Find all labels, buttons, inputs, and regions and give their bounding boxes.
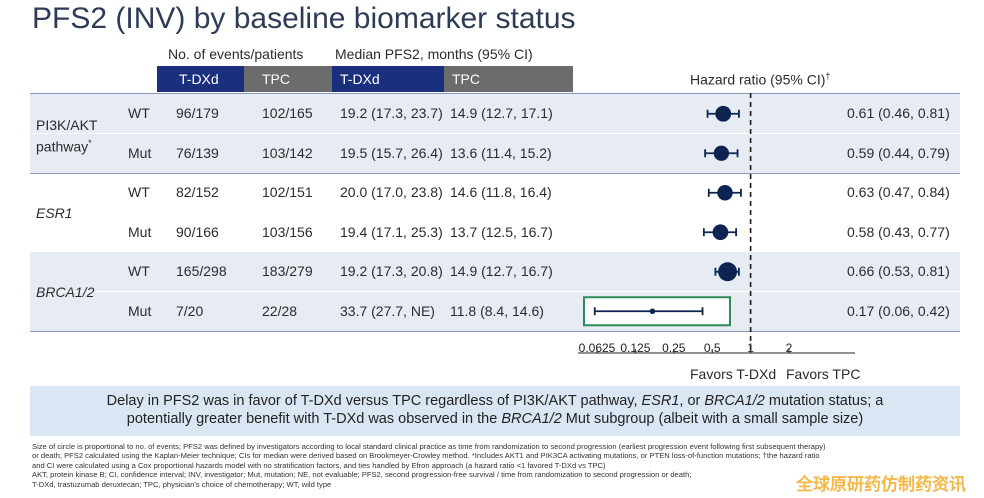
- hr-point: [713, 145, 730, 161]
- events-tpc: 103/142: [262, 144, 313, 161]
- events-arm1-header: T-DXd: [157, 66, 244, 92]
- median-tpc: 13.7 (12.5, 16.7): [450, 223, 553, 240]
- favors-right-label: Favors TPC: [786, 366, 861, 382]
- x-tick-label: 0.125: [620, 341, 650, 355]
- table-top-rule: [30, 93, 960, 94]
- events-tpc: 183/279: [262, 263, 313, 279]
- group-label-pi3k: PI3K/AKT pathway*: [36, 117, 98, 155]
- row-subgroup: WT: [128, 263, 150, 279]
- watermark: 全球原研药仿制药资讯: [796, 475, 966, 494]
- row-subgroup: Mut: [128, 223, 152, 240]
- footnote-line: T-DXd, trastuzumab deruxtecan; TPC, phys…: [32, 479, 332, 489]
- events-arm2-header: TPC: [244, 66, 332, 92]
- footnote-line: AKT, protein kinase B; CI, confidence in…: [32, 470, 692, 480]
- page-title: PFS2 (INV) by baseline biomarker status: [32, 2, 576, 35]
- footnote-line: and CI were calculated using a Cox propo…: [32, 460, 606, 470]
- hr-point: [717, 185, 733, 201]
- median-tpc: 14.9 (12.7, 17.1): [450, 105, 553, 121]
- median-tpc: 14.6 (11.8, 16.4): [450, 184, 552, 200]
- events-tpc: 22/28: [262, 302, 298, 319]
- median-tdxd: 19.4 (17.1, 25.3): [340, 223, 443, 240]
- footnote-line: or death; PFS2 calculated using the Kapl…: [32, 451, 820, 461]
- conclusion-callout: Delay in PFS2 was in favor of T-DXd vers…: [30, 386, 960, 436]
- row-subgroup: Mut: [128, 144, 152, 161]
- group-separator: [30, 173, 960, 174]
- events-tdxd: 82/152: [176, 184, 219, 200]
- x-tick-label: 1: [747, 341, 754, 355]
- median-header: Median PFS2, months (95% CI): [335, 46, 533, 62]
- footnotes: Size of circle is proportional to no. of…: [32, 442, 972, 489]
- hr-value: 0.17 (0.06, 0.42): [847, 302, 950, 319]
- table-row: [30, 133, 960, 173]
- events-tdxd: 90/166: [176, 223, 219, 240]
- events-tdxd: 165/298: [176, 263, 227, 279]
- footnote-line: Size of circle is proportional to no. of…: [32, 442, 826, 451]
- hr-value: 0.59 (0.44, 0.79): [847, 144, 950, 161]
- row-subgroup: Mut: [128, 302, 152, 319]
- group-label-esr1: ESR1: [36, 205, 73, 221]
- events-tpc: 102/151: [262, 184, 313, 200]
- hr-point: [712, 224, 729, 241]
- hr-point: [715, 105, 732, 122]
- hr-point: [718, 262, 738, 282]
- median-arm1-header: T-DXd: [332, 66, 444, 92]
- x-tick-label: 2: [786, 341, 793, 355]
- events-tpc: 103/156: [262, 223, 313, 240]
- median-tpc: 11.8 (8.4, 14.6): [450, 302, 544, 319]
- events-tdxd: 76/139: [176, 144, 219, 161]
- row-subgroup: WT: [128, 184, 150, 200]
- events-header: No. of events/patients: [168, 46, 304, 62]
- median-arm2-header: TPC: [444, 66, 573, 92]
- median-tpc: 14.9 (12.7, 16.7): [450, 263, 553, 279]
- table-row: [30, 291, 960, 331]
- median-tpc: 13.6 (11.4, 15.2): [450, 144, 552, 161]
- median-tdxd: 19.2 (17.3, 23.7): [340, 105, 443, 121]
- group-label-brca: BRCA1/2: [36, 284, 95, 300]
- row-subgroup: WT: [128, 105, 150, 121]
- hr-value: 0.66 (0.53, 0.81): [847, 263, 950, 279]
- hr-value: 0.63 (0.47, 0.84): [847, 184, 950, 200]
- x-tick-label: 0.25: [662, 341, 686, 355]
- favors-left-label: Favors T-DXd: [690, 366, 777, 382]
- hr-value: 0.58 (0.43, 0.77): [847, 223, 950, 240]
- median-tdxd: 33.7 (27.7, NE): [340, 302, 435, 319]
- hr-point: [649, 308, 656, 315]
- hr-header: Hazard ratio (95% CI)†: [690, 71, 831, 88]
- table-row: [30, 94, 960, 133]
- median-tdxd: 19.5 (15.7, 26.4): [340, 144, 443, 161]
- hr-value: 0.61 (0.46, 0.81): [847, 105, 950, 121]
- x-tick-label: 0.5: [704, 341, 721, 355]
- table-row: [30, 252, 960, 291]
- median-tdxd: 19.2 (17.3, 20.8): [340, 263, 443, 279]
- events-tdxd: 7/20: [176, 302, 204, 319]
- median-tdxd: 20.0 (17.0, 23.8): [340, 184, 443, 200]
- table-bottom-rule: [30, 331, 960, 332]
- events-tdxd: 96/179: [176, 105, 219, 121]
- x-tick-label: 0.0625: [579, 341, 616, 355]
- events-tpc: 102/165: [262, 105, 313, 121]
